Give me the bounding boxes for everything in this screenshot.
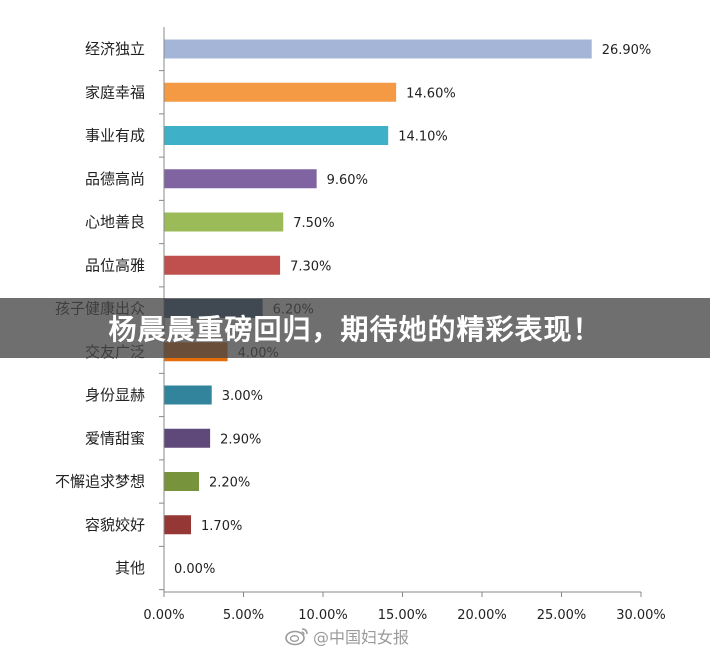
- value-label: 3.00%: [222, 389, 263, 404]
- value-label: 2.20%: [209, 476, 250, 491]
- bar-2: [164, 126, 389, 145]
- bar-11: [164, 515, 192, 535]
- bar-9: [164, 428, 211, 448]
- watermark: @中国妇女报: [285, 624, 409, 648]
- bar-5: [164, 255, 281, 275]
- bar-1: [164, 82, 397, 102]
- category-label: 事业有成: [85, 127, 145, 145]
- weibo-icon: [285, 628, 308, 646]
- bar-0: [164, 39, 592, 59]
- x-tick-label: 20.00%: [457, 608, 507, 623]
- category-label: 其他: [115, 559, 145, 577]
- x-tick-label: 5.00%: [223, 608, 264, 623]
- headline-banner: 杨晨晨重磅回归，期待她的精彩表现！: [0, 298, 710, 358]
- category-label: 不懈追求梦想: [55, 473, 145, 491]
- category-label: 品德高尚: [85, 170, 145, 188]
- category-label: 经济独立: [85, 40, 145, 58]
- value-label: 2.90%: [220, 432, 261, 447]
- category-label: 家庭幸福: [85, 83, 145, 101]
- category-label: 身份显赫: [85, 386, 145, 404]
- category-label: 心地善良: [85, 213, 145, 231]
- bar-8: [164, 385, 212, 405]
- value-label: 14.60%: [406, 86, 456, 101]
- bar-10: [164, 472, 199, 491]
- value-label: 26.90%: [602, 43, 652, 58]
- watermark-text: @中国妇女报: [313, 628, 410, 647]
- category-label: 容貌姣好: [85, 516, 145, 534]
- category-label: 品位高雅: [85, 256, 145, 274]
- value-label: 1.70%: [201, 519, 242, 534]
- x-tick-label: 15.00%: [378, 608, 428, 623]
- bar-4: [164, 212, 284, 232]
- value-label: 0.00%: [174, 562, 215, 577]
- value-label: 9.60%: [327, 173, 368, 188]
- headline-text: 杨晨晨重磅回归，期待她的精彩表现！: [108, 313, 602, 346]
- category-label: 爱情甜蜜: [85, 429, 145, 447]
- value-label: 7.50%: [293, 216, 334, 231]
- x-tick-label: 25.00%: [537, 608, 587, 623]
- x-tick-label: 30.00%: [616, 608, 666, 623]
- x-tick-label: 10.00%: [298, 608, 348, 623]
- x-tick-label: 0.00%: [143, 608, 184, 623]
- bar-3: [164, 169, 317, 189]
- value-label: 14.10%: [398, 130, 448, 145]
- value-label: 7.30%: [290, 259, 331, 274]
